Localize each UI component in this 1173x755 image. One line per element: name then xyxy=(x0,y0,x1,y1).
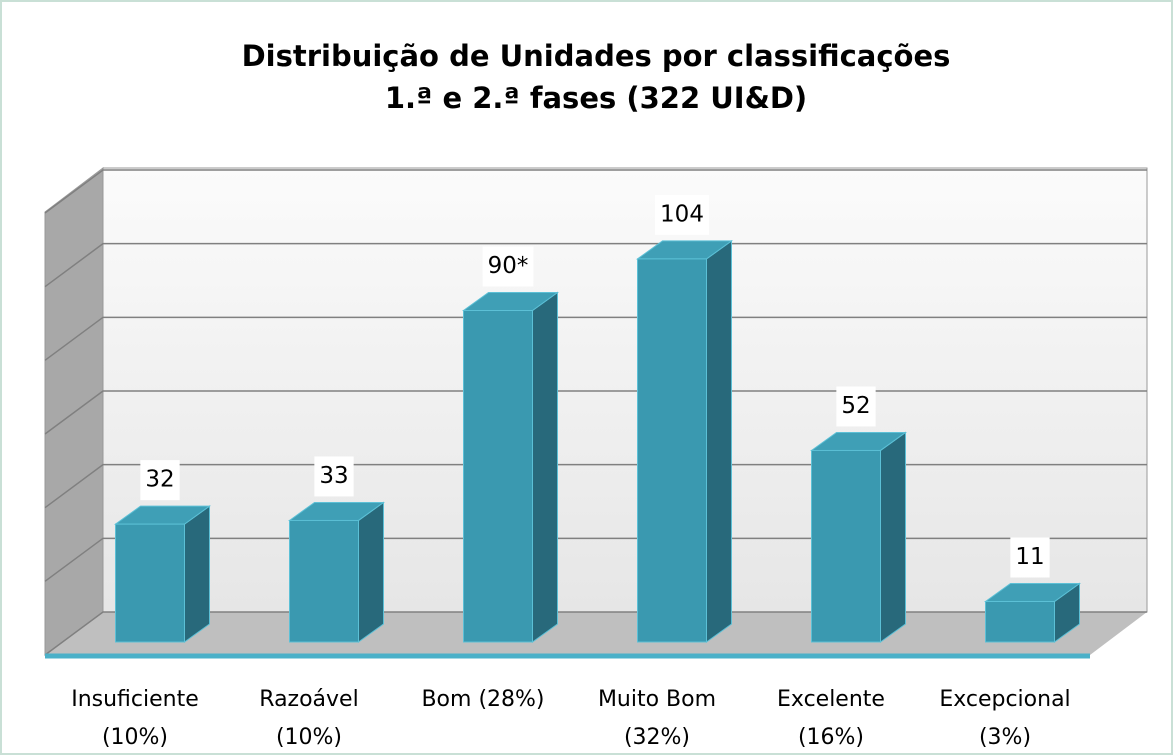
value-label-box xyxy=(314,456,354,497)
grid-line xyxy=(44,390,1147,435)
grid-line xyxy=(44,463,1147,509)
grid-line xyxy=(44,611,1147,656)
bar-side xyxy=(358,501,384,643)
bar-side xyxy=(706,239,732,643)
grid-line xyxy=(44,537,1147,582)
value-label-box xyxy=(1010,537,1050,578)
value-label-box xyxy=(655,194,709,235)
x-tick-label: (10%) xyxy=(102,725,168,750)
x-tick-label: (3%) xyxy=(979,725,1031,750)
x-tick-label: (10%) xyxy=(276,725,342,750)
x-tick-label: Excepcional xyxy=(939,687,1070,712)
value-label: 11 xyxy=(1015,544,1044,570)
bar-side xyxy=(532,291,558,643)
bar xyxy=(811,449,881,643)
back-wall xyxy=(102,167,1148,613)
bar xyxy=(985,600,1055,643)
bar xyxy=(115,523,185,643)
chart-title: Distribuição de Unidades por classificaç… xyxy=(242,39,951,73)
value-label-box xyxy=(836,386,876,427)
side-wall xyxy=(44,166,104,656)
bar-side xyxy=(184,505,210,643)
grid-line xyxy=(44,316,1147,361)
floor xyxy=(45,612,1147,655)
x-tick-label: Razoável xyxy=(259,687,358,712)
x-tick-label: Bom (28%) xyxy=(421,687,544,712)
chart-title: 1.ª e 2.ª fases (322 UI&D) xyxy=(385,81,807,115)
value-label: 33 xyxy=(319,463,348,489)
x-tick-label: (32%) xyxy=(624,725,690,750)
value-label: 90* xyxy=(488,253,529,279)
bar xyxy=(463,310,533,643)
x-tick-label: Excelente xyxy=(777,687,885,712)
x-tick-label: Insuficiente xyxy=(71,687,199,712)
bar xyxy=(637,258,707,643)
grid-line xyxy=(44,169,1147,214)
x-tick-label: (16%) xyxy=(798,725,864,750)
bar xyxy=(289,519,359,643)
value-label-box xyxy=(482,246,534,287)
grid-line xyxy=(44,242,1147,288)
value-label: 52 xyxy=(841,393,870,419)
bar-side xyxy=(880,431,906,643)
x-tick-label: Muito Bom xyxy=(598,687,716,712)
value-label-box xyxy=(140,460,180,501)
value-label: 32 xyxy=(145,467,174,493)
value-label: 104 xyxy=(660,201,704,227)
